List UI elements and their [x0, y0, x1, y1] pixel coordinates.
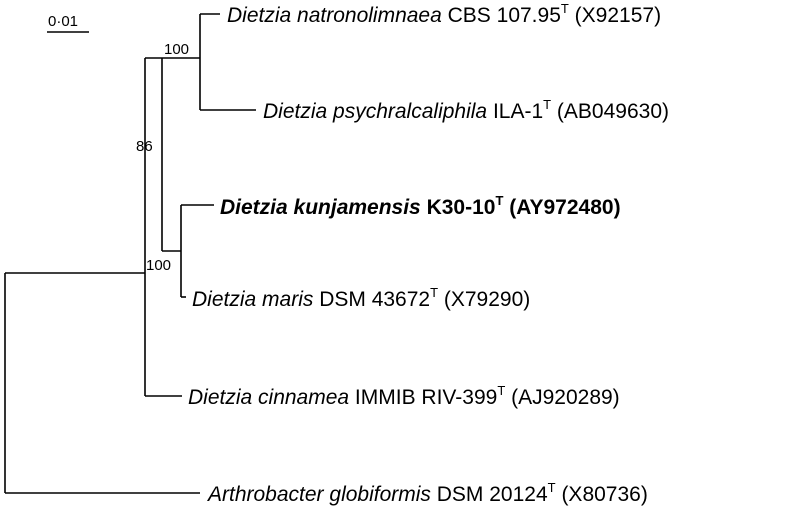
bootstrap-values: 100 86 100: [136, 41, 189, 274]
bootstrap-kunj-maris: 100: [146, 257, 171, 274]
taxon-label-cinnamea: Dietzia cinnamea IMMIB RIV-399T (AJ92028…: [188, 383, 620, 409]
scale-bar: 0·01: [47, 13, 89, 33]
tree-branches: [4, 13, 256, 494]
taxon-label-globiformis: Arthrobacter globiformis DSM 20124T (X80…: [206, 480, 648, 506]
taxon-label-kunjamensis: Dietzia kunjamensis K30-10T (AY972480): [220, 193, 621, 219]
taxon-label-maris: Dietzia maris DSM 43672T (X79290): [192, 285, 530, 311]
taxon-label-psychralcaliphila: Dietzia psychralcaliphila ILA-1T (AB0496…: [263, 97, 669, 123]
bootstrap-natron-psychr: 100: [164, 41, 189, 58]
taxon-labels: Dietzia natronolimnaea CBS 107.95T (X921…: [188, 1, 669, 506]
scale-bar-label: 0·01: [48, 13, 78, 30]
taxon-label-natronolimnaea: Dietzia natronolimnaea CBS 107.95T (X921…: [227, 1, 661, 27]
bootstrap-ingroup: 86: [136, 138, 153, 155]
